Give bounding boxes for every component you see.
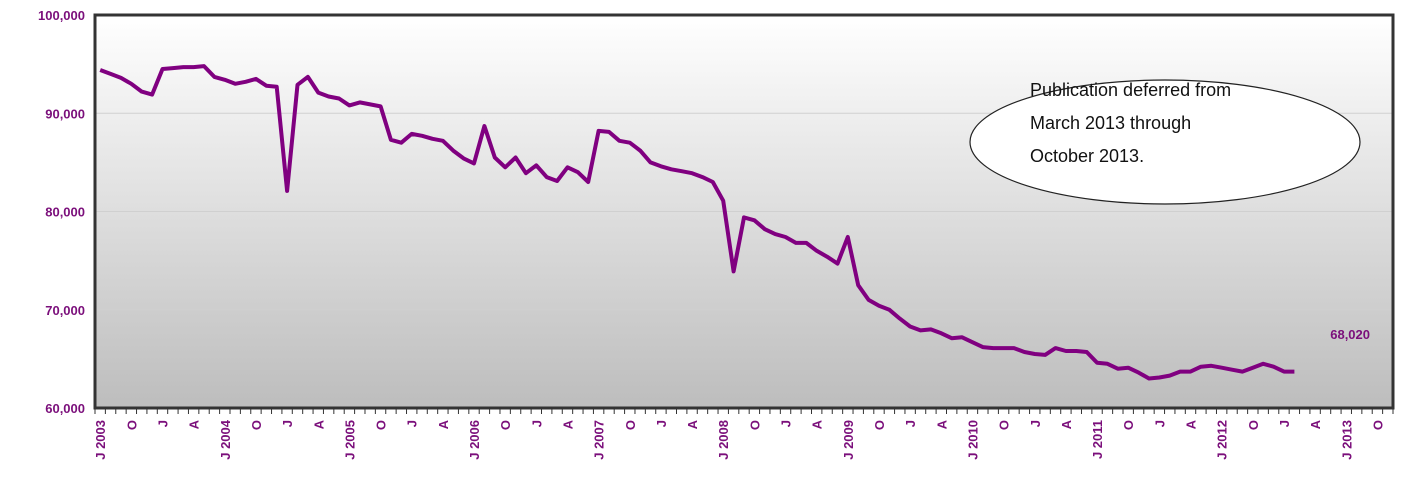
x-tick-label: A — [685, 419, 700, 429]
x-tick-label: J — [280, 420, 295, 427]
x-tick-label: J 2007 — [592, 420, 607, 460]
x-tick-label: O — [498, 420, 513, 430]
x-tick-label: O — [1370, 420, 1385, 430]
x-tick-label: O — [124, 420, 139, 430]
x-tick-label: A — [934, 419, 949, 429]
x-tick-label: O — [1246, 420, 1261, 430]
x-tick-label: J — [1277, 420, 1292, 427]
x-tick-label: J — [1152, 420, 1167, 427]
x-tick-label: J — [1028, 420, 1043, 427]
x-tick-label: A — [810, 419, 825, 429]
x-tick-label: O — [249, 420, 264, 430]
x-tick-label: O — [747, 420, 762, 430]
x-tick-label: A — [311, 419, 326, 429]
x-tick-label: J — [529, 420, 544, 427]
x-tick-label: J 2006 — [467, 420, 482, 460]
callout-text: October 2013. — [1030, 146, 1144, 166]
callout-text: Publication deferred from — [1030, 80, 1231, 100]
x-tick-label: A — [560, 419, 575, 429]
x-tick-label: J 2013 — [1339, 420, 1354, 460]
x-tick-label: J — [155, 420, 170, 427]
x-tick-label: J 2009 — [841, 420, 856, 460]
x-tick-label: J 2012 — [1215, 420, 1230, 460]
x-tick-label: A — [1308, 419, 1323, 429]
callout-text: March 2013 through — [1030, 113, 1191, 133]
x-tick-label: J — [903, 420, 918, 427]
x-tick-label: J 2003 — [93, 420, 108, 460]
x-tick-label: J 2005 — [342, 420, 357, 460]
x-tick-label: A — [187, 419, 202, 429]
annotation: 68,020 — [1330, 327, 1370, 342]
x-tick-label: A — [436, 419, 451, 429]
x-tick-label: J 2004 — [218, 419, 233, 460]
x-tick-label: J 2008 — [716, 420, 731, 460]
x-tick-label: A — [1184, 419, 1199, 429]
x-tick-label: J — [654, 420, 669, 427]
x-tick-label: J — [405, 420, 420, 427]
y-tick-label: 70,000 — [45, 303, 85, 318]
y-tick-label: 60,000 — [45, 401, 85, 416]
plot-border — [93, 13, 1395, 410]
data-line — [99, 64, 1295, 381]
x-tick-label: O — [1121, 420, 1136, 430]
x-tick-label: O — [997, 420, 1012, 430]
y-tick-label: 80,000 — [45, 205, 85, 220]
y-tick-label: 100,000 — [38, 8, 85, 23]
x-tick-label: O — [872, 420, 887, 430]
x-tick-label: J 2011 — [1090, 420, 1105, 459]
x-tick-label: J 2010 — [965, 420, 980, 460]
y-tick-label: 90,000 — [45, 106, 85, 121]
x-tick-label: O — [623, 420, 638, 430]
callout-ellipse — [969, 79, 1361, 205]
x-tick-label: A — [1059, 419, 1074, 429]
x-tick-label: O — [374, 420, 389, 430]
x-tick-label: J — [779, 420, 794, 427]
